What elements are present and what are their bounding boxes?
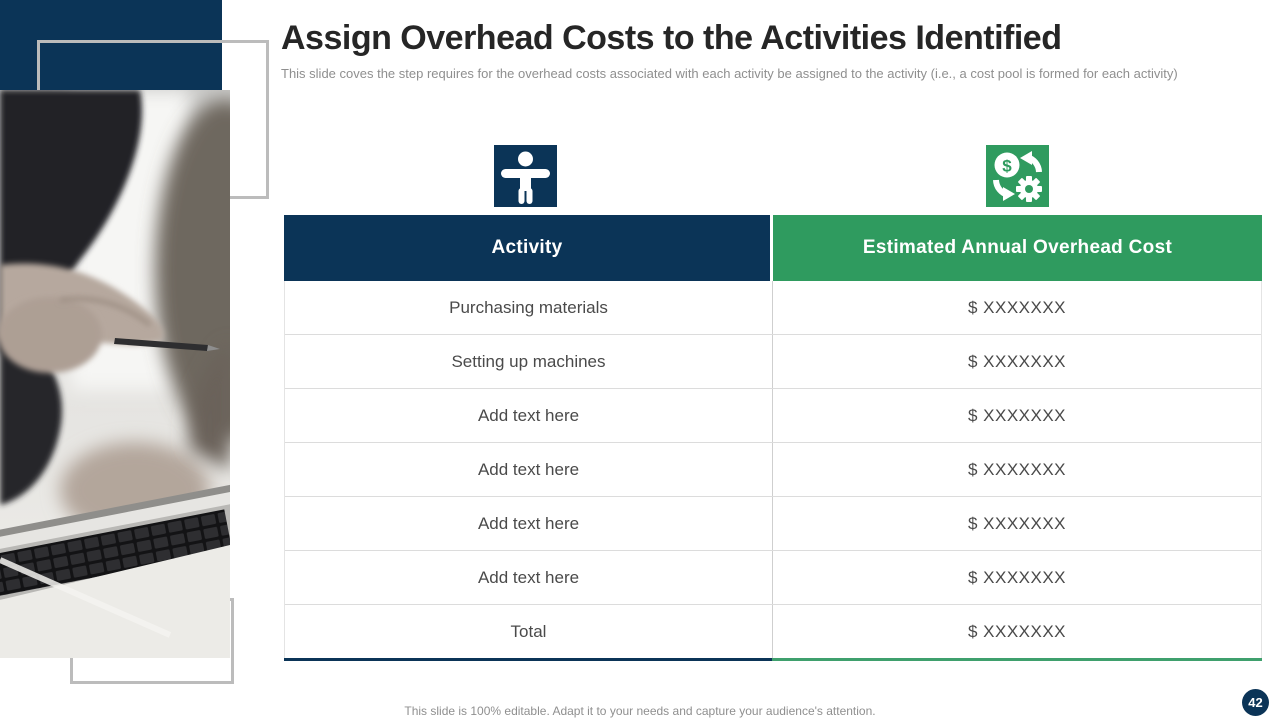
activity-cell[interactable]: Total [285,605,773,658]
overhead-cost-table: Activity Estimated Annual Overhead Cost … [284,215,1262,661]
activity-cell[interactable]: Setting up machines [285,335,773,388]
page-subtitle: This slide coves the step requires for t… [281,66,1178,81]
table-row: Add text here $ XXXXXXX [285,497,1261,551]
table-row: Purchasing materials $ XXXXXXX [285,281,1261,335]
person-icon [494,145,557,207]
table-body: Purchasing materials $ XXXXXXX Setting u… [284,281,1262,658]
table-header-cost[interactable]: Estimated Annual Overhead Cost [773,215,1262,281]
page-number-badge: 42 [1242,689,1269,716]
table-row: Add text here $ XXXXXXX [285,443,1261,497]
activity-cell[interactable]: Add text here [285,389,773,442]
cost-cell[interactable]: $ XXXXXXX [967,297,1067,317]
activity-cell[interactable]: Purchasing materials [285,281,773,334]
table-row: Total $ XXXXXXX [285,605,1261,658]
table-row: Add text here $ XXXXXXX [285,389,1261,443]
baseline-green [772,658,1262,661]
svg-text:$: $ [1002,157,1012,176]
cost-cell[interactable]: $ XXXXXXX [967,405,1067,425]
activity-cell[interactable]: Add text here [285,443,773,496]
cost-cell[interactable]: $ XXXXXXX [967,567,1067,587]
table-row: Add text here $ XXXXXXX [285,551,1261,605]
cost-cell[interactable]: $ XXXXXXX [967,459,1067,479]
footer-note: This slide is 100% editable. Adapt it to… [404,704,876,718]
table-header-activity[interactable]: Activity [284,215,770,281]
baseline-navy [284,658,772,661]
table-row: Setting up machines $ XXXXXXX [285,335,1261,389]
activity-cell[interactable]: Add text here [285,497,773,550]
cost-cell[interactable]: $ XXXXXXX [967,351,1067,371]
cost-cell[interactable]: $ XXXXXXX [967,513,1067,533]
dollar-gear-exchange-icon: $ [986,145,1049,207]
businessman-laptop-photo [0,90,230,658]
cost-cell[interactable]: $ XXXXXXX [967,621,1067,641]
table-header-row: Activity Estimated Annual Overhead Cost [284,215,1262,281]
activity-cell[interactable]: Add text here [285,551,773,604]
page-title: Assign Overhead Costs to the Activities … [281,19,1062,57]
table-bottom-border [284,658,1262,661]
